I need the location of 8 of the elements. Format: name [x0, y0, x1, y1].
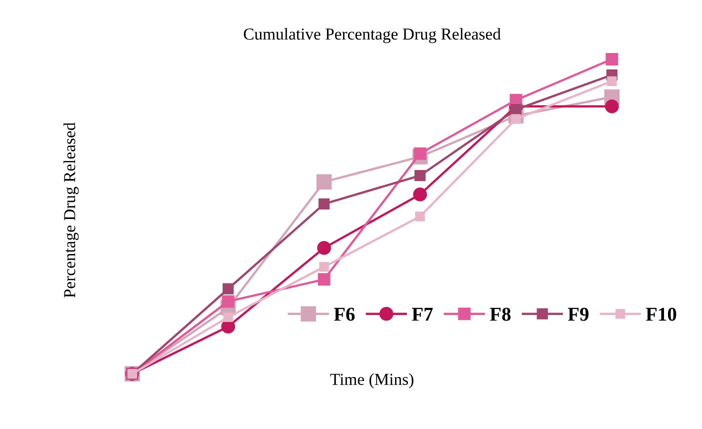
legend-label: F10	[646, 308, 676, 321]
legend-label: F9	[568, 308, 589, 321]
x-axis-title: Time (Mins)	[330, 373, 414, 388]
legend-label: F7	[412, 308, 433, 321]
legend-label: F6	[334, 308, 355, 321]
y-axis-title: Percentage Drug Released	[64, 122, 79, 298]
chart-title: Cumulative Percentage Drug Released	[244, 28, 501, 44]
legend-label: F8	[490, 308, 511, 321]
